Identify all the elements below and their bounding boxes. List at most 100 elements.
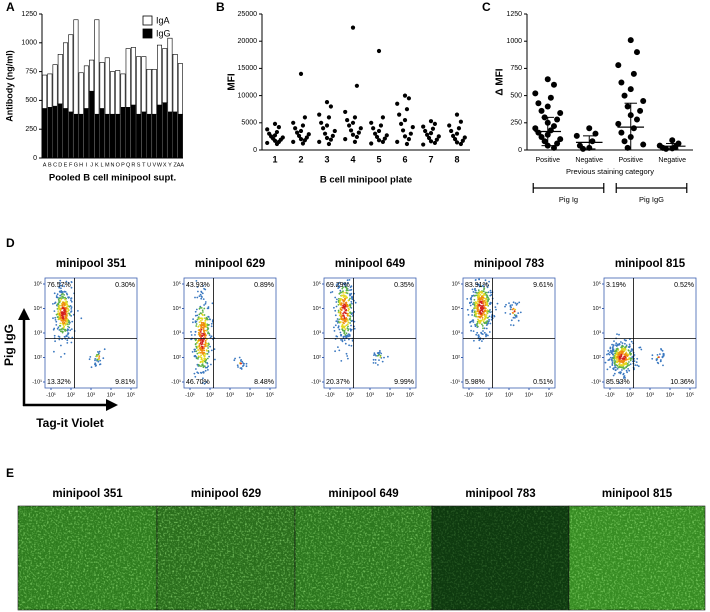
- flow-y-tick-label: 10⁵: [593, 280, 601, 287]
- data-point: [538, 107, 545, 114]
- event-dot: [634, 364, 637, 366]
- event-dot: [481, 317, 484, 319]
- data-point: [350, 132, 356, 137]
- quadrant-percent: 5.98%: [465, 379, 485, 386]
- x-tick-label: K: [95, 162, 99, 168]
- event-dot: [90, 366, 93, 369]
- data-point: [423, 128, 428, 134]
- event-dot: [347, 282, 349, 284]
- data-point: [624, 144, 631, 151]
- event-dot: [342, 314, 345, 317]
- x-tick-label: O: [116, 162, 121, 168]
- flow-y-tick-label: 10²: [452, 355, 460, 361]
- event-dot: [616, 360, 619, 363]
- event-dot: [70, 281, 73, 283]
- event-dot: [347, 307, 350, 310]
- event-dot: [98, 357, 100, 359]
- event-dot: [512, 301, 515, 304]
- event-dot: [373, 352, 376, 355]
- event-dot: [237, 366, 239, 368]
- event-dot: [475, 310, 477, 313]
- plot-frame: [323, 277, 417, 389]
- event-dot: [612, 367, 615, 369]
- event-dot: [350, 296, 353, 299]
- event-dot: [479, 315, 482, 318]
- data-point: [274, 141, 280, 147]
- quadrant-percent: 69.29%: [326, 282, 350, 289]
- event-dot: [481, 306, 483, 309]
- data-point: [615, 62, 622, 69]
- bar-segment: [99, 62, 105, 109]
- bar-segment: [141, 56, 147, 113]
- event-dot: [208, 355, 211, 358]
- event-dot: [201, 326, 204, 329]
- event-dot: [344, 334, 347, 336]
- image-title: minipool 783: [465, 488, 535, 500]
- data-point: [460, 138, 465, 143]
- event-dot: [204, 302, 207, 305]
- event-dot: [344, 328, 347, 331]
- event-dot: [202, 371, 204, 374]
- event-dot: [62, 297, 65, 299]
- event-dot: [54, 316, 57, 319]
- event-dot: [201, 381, 204, 384]
- event-dot: [60, 287, 62, 290]
- quadrant-percent: 9.61%: [533, 282, 553, 289]
- event-dot: [661, 356, 664, 358]
- arrow-head: [18, 308, 30, 320]
- event-dot: [203, 357, 206, 360]
- y-tick-label: 10000: [238, 92, 258, 99]
- data-point: [302, 115, 307, 120]
- event-dot: [612, 344, 615, 347]
- data-point: [265, 140, 270, 146]
- event-dot: [479, 294, 482, 296]
- event-dot: [478, 278, 480, 281]
- event-dot: [487, 291, 490, 294]
- event-dot: [63, 285, 65, 288]
- event-dot: [474, 289, 477, 292]
- event-dot: [343, 316, 346, 318]
- flow-x-tick-label: 10⁵: [545, 391, 553, 398]
- event-dot: [339, 289, 342, 292]
- x-tick-label: N: [111, 162, 115, 168]
- event-dot: [58, 286, 61, 289]
- event-dot: [518, 301, 521, 304]
- event-dot: [346, 279, 349, 282]
- event-dot: [336, 298, 338, 301]
- bar-segment: [125, 107, 131, 159]
- flow-x-tick-label: 10⁴: [386, 391, 395, 398]
- event-dot: [345, 292, 348, 294]
- data-point: [350, 25, 356, 30]
- event-dot: [194, 296, 196, 299]
- event-dot: [383, 356, 385, 359]
- event-dot: [471, 314, 473, 316]
- event-dot: [68, 323, 70, 325]
- event-dot: [480, 305, 482, 307]
- event-dot: [480, 331, 482, 334]
- event-dot: [60, 298, 63, 301]
- event-dot: [629, 353, 631, 355]
- event-dot: [609, 356, 612, 359]
- data-point: [369, 141, 374, 146]
- x-axis-label: Previous staining category: [566, 167, 654, 176]
- micrograph-texture: [157, 506, 295, 610]
- event-dot: [67, 325, 69, 328]
- flow-x-tick-label: 10⁴: [246, 391, 255, 398]
- data-point: [430, 126, 436, 131]
- data-point: [589, 138, 596, 145]
- event-dot: [342, 296, 345, 298]
- flow-x-tick-label: 10⁵: [266, 391, 274, 398]
- x-tick-label: H: [79, 162, 83, 168]
- event-dot: [623, 375, 626, 377]
- event-dot: [621, 360, 624, 362]
- data-point: [462, 135, 467, 140]
- quadrant-percent: 13.32%: [47, 379, 71, 386]
- event-dot: [622, 345, 624, 348]
- data-point: [343, 137, 348, 142]
- data-point: [637, 107, 644, 114]
- event-dot: [340, 304, 342, 306]
- y-tick-label: 250: [25, 126, 37, 133]
- event-dot: [474, 279, 477, 281]
- x-tick-label: 4: [350, 154, 355, 164]
- flow-y-tick-label: 10⁴: [313, 305, 322, 312]
